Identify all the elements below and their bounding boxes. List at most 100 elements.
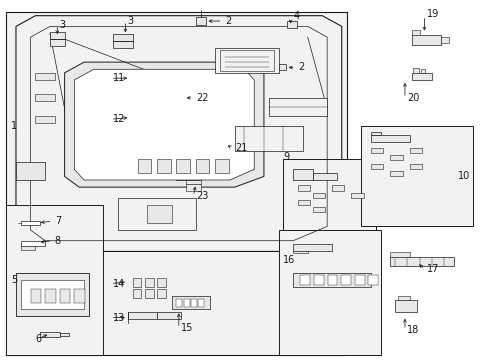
Bar xyxy=(283,158,375,269)
Text: 4: 4 xyxy=(292,11,299,21)
Polygon shape xyxy=(113,41,132,48)
Text: 3: 3 xyxy=(127,16,134,26)
Polygon shape xyxy=(127,112,152,114)
Polygon shape xyxy=(312,173,336,180)
Bar xyxy=(60,289,70,303)
Polygon shape xyxy=(157,312,181,319)
Bar xyxy=(142,117,149,126)
Polygon shape xyxy=(60,333,69,337)
Polygon shape xyxy=(21,221,40,225)
Text: 8: 8 xyxy=(55,236,61,246)
Text: 11: 11 xyxy=(113,73,125,83)
Bar xyxy=(300,275,309,285)
Polygon shape xyxy=(370,164,382,169)
Text: 21: 21 xyxy=(234,143,246,153)
Polygon shape xyxy=(441,37,448,43)
Bar xyxy=(30,289,41,303)
Text: 6: 6 xyxy=(35,334,41,344)
Polygon shape xyxy=(331,185,344,191)
Polygon shape xyxy=(176,173,201,180)
Polygon shape xyxy=(137,158,151,173)
Polygon shape xyxy=(370,132,380,135)
Polygon shape xyxy=(50,32,64,39)
Polygon shape xyxy=(278,64,285,70)
Polygon shape xyxy=(171,296,210,309)
Polygon shape xyxy=(21,246,35,249)
Polygon shape xyxy=(268,98,326,116)
Polygon shape xyxy=(196,18,205,24)
Polygon shape xyxy=(234,126,302,152)
Polygon shape xyxy=(389,171,402,176)
Polygon shape xyxy=(188,139,224,144)
Polygon shape xyxy=(186,180,201,184)
Bar xyxy=(132,76,140,85)
Bar xyxy=(162,117,169,126)
Polygon shape xyxy=(21,280,84,309)
Bar xyxy=(327,275,337,285)
Polygon shape xyxy=(292,244,331,251)
Polygon shape xyxy=(127,73,176,87)
Bar xyxy=(354,275,364,285)
Bar xyxy=(313,275,323,285)
Polygon shape xyxy=(64,62,264,187)
Polygon shape xyxy=(127,312,157,319)
Text: 16: 16 xyxy=(283,255,295,265)
Polygon shape xyxy=(215,48,278,73)
Polygon shape xyxy=(389,257,453,266)
Polygon shape xyxy=(16,16,341,251)
Polygon shape xyxy=(176,93,183,98)
Text: 19: 19 xyxy=(426,9,438,19)
Polygon shape xyxy=(132,278,141,287)
Bar xyxy=(6,12,346,355)
Text: 2: 2 xyxy=(224,16,231,26)
Polygon shape xyxy=(420,69,425,73)
Polygon shape xyxy=(21,241,45,246)
Bar xyxy=(45,289,56,303)
Polygon shape xyxy=(174,116,183,123)
Polygon shape xyxy=(74,69,254,180)
Text: 15: 15 xyxy=(181,323,193,333)
Text: 12: 12 xyxy=(113,114,125,124)
Polygon shape xyxy=(157,289,165,298)
Polygon shape xyxy=(351,193,363,198)
Polygon shape xyxy=(409,148,421,153)
Polygon shape xyxy=(312,207,324,212)
Polygon shape xyxy=(215,158,228,173)
Text: 3: 3 xyxy=(60,19,66,30)
Text: 7: 7 xyxy=(55,216,61,226)
Polygon shape xyxy=(35,73,55,80)
Polygon shape xyxy=(16,273,89,316)
Polygon shape xyxy=(389,155,402,160)
Bar xyxy=(278,230,380,355)
Bar xyxy=(142,76,149,85)
Text: 17: 17 xyxy=(426,264,438,274)
Text: 20: 20 xyxy=(407,93,419,103)
Polygon shape xyxy=(292,273,370,287)
Text: 2: 2 xyxy=(297,63,304,72)
Polygon shape xyxy=(409,164,421,169)
Text: 18: 18 xyxy=(407,325,419,335)
Text: 10: 10 xyxy=(458,171,470,181)
Bar xyxy=(176,299,182,307)
Polygon shape xyxy=(186,184,201,191)
Polygon shape xyxy=(144,278,153,287)
Text: 1: 1 xyxy=(11,121,17,131)
Text: 13: 13 xyxy=(113,312,125,323)
Polygon shape xyxy=(287,21,296,28)
Polygon shape xyxy=(147,205,171,223)
Bar xyxy=(6,205,103,355)
Bar xyxy=(368,275,377,285)
Bar xyxy=(191,299,197,307)
Polygon shape xyxy=(412,68,418,73)
Polygon shape xyxy=(196,158,209,173)
Polygon shape xyxy=(411,35,441,45)
Polygon shape xyxy=(297,185,309,191)
Text: 9: 9 xyxy=(283,152,289,162)
Polygon shape xyxy=(118,198,196,230)
Polygon shape xyxy=(297,200,309,205)
Polygon shape xyxy=(176,158,190,173)
Polygon shape xyxy=(370,135,409,143)
Polygon shape xyxy=(312,193,324,198)
Polygon shape xyxy=(127,71,152,73)
Polygon shape xyxy=(40,332,60,337)
